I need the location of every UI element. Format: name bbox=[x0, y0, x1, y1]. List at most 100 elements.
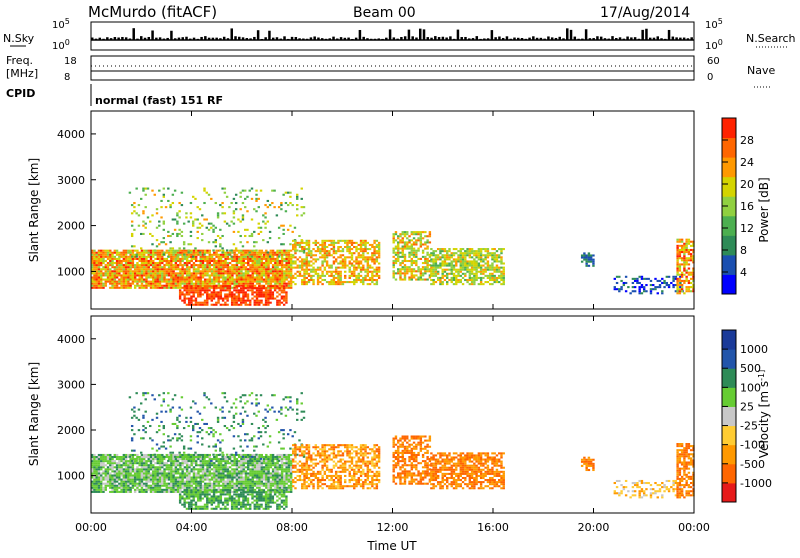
echo-cell bbox=[238, 479, 240, 481]
echo-cell bbox=[230, 249, 232, 251]
echo-cell bbox=[676, 292, 678, 294]
echo-cell bbox=[129, 487, 131, 489]
echo-cell bbox=[269, 204, 271, 206]
echo-cell bbox=[217, 293, 219, 295]
echo-cell bbox=[163, 264, 165, 266]
echo-cell bbox=[480, 283, 482, 285]
echo-cell bbox=[319, 250, 321, 252]
echo-cell bbox=[330, 248, 332, 250]
echo-cell bbox=[125, 489, 127, 491]
echo-cell bbox=[148, 460, 150, 462]
echo-cell bbox=[220, 477, 222, 479]
echo-cell bbox=[100, 462, 102, 464]
nsky-bar bbox=[166, 38, 169, 40]
echo-cell bbox=[116, 468, 118, 470]
echo-cell bbox=[134, 279, 136, 281]
echo-cell bbox=[193, 462, 195, 464]
echo-cell bbox=[406, 260, 408, 262]
echo-cell bbox=[143, 256, 145, 258]
echo-cell bbox=[276, 251, 278, 253]
echo-cell bbox=[676, 268, 678, 270]
echo-cell bbox=[324, 240, 326, 242]
echo-cell bbox=[335, 252, 337, 254]
echo-cell bbox=[190, 272, 192, 274]
echo-cell bbox=[129, 283, 131, 285]
echo-cell bbox=[118, 256, 120, 258]
echo-cell bbox=[209, 258, 211, 260]
echo-cell bbox=[154, 194, 156, 196]
echo-cell bbox=[360, 271, 362, 273]
echo-cell bbox=[177, 472, 179, 474]
echo-cell bbox=[663, 280, 665, 282]
echo-cell bbox=[395, 231, 397, 233]
nsky-bar bbox=[419, 29, 422, 40]
echo-cell bbox=[489, 265, 491, 267]
echo-cell bbox=[105, 470, 107, 472]
echo-cell bbox=[159, 260, 161, 262]
echo-cell bbox=[125, 456, 127, 458]
echo-cell bbox=[455, 269, 457, 271]
echo-cell bbox=[193, 295, 195, 297]
echo-cell bbox=[360, 267, 362, 269]
echo-cell bbox=[281, 266, 283, 268]
echo-cell bbox=[444, 265, 446, 267]
echo-cell bbox=[616, 276, 618, 278]
echo-cell bbox=[145, 474, 147, 476]
echo-cell bbox=[315, 242, 317, 244]
echo-cell bbox=[462, 277, 464, 279]
echo-cell bbox=[100, 479, 102, 481]
echo-cell bbox=[270, 283, 272, 285]
echo-cell bbox=[150, 254, 152, 256]
echo-cell bbox=[152, 479, 154, 481]
echo-cell bbox=[681, 245, 683, 247]
echo-cell bbox=[133, 202, 135, 204]
echo-cell bbox=[195, 298, 197, 300]
echo-cell bbox=[132, 260, 134, 262]
cpid-value: normal (fast) 151 RF bbox=[95, 94, 223, 107]
echo-cell bbox=[238, 289, 240, 291]
echo-cell bbox=[238, 268, 240, 270]
echo-cell bbox=[484, 250, 486, 252]
echo-cell bbox=[349, 277, 351, 279]
echo-cell bbox=[294, 244, 296, 246]
echo-cell bbox=[441, 254, 443, 256]
echo-cell bbox=[192, 223, 194, 225]
echo-cell bbox=[256, 268, 258, 270]
echo-cell bbox=[212, 229, 214, 231]
echo-cell bbox=[206, 192, 208, 194]
echo-cell bbox=[355, 262, 357, 264]
echo-cell bbox=[415, 250, 417, 252]
echo-cell bbox=[455, 275, 457, 277]
echo-cell bbox=[258, 287, 260, 289]
echo-cell bbox=[148, 466, 150, 468]
nsky-bar bbox=[430, 38, 433, 40]
echo-cell bbox=[360, 250, 362, 252]
echo-cell bbox=[143, 268, 145, 270]
echo-cell bbox=[116, 276, 118, 278]
echo-cell bbox=[220, 256, 222, 258]
echo-cell bbox=[614, 288, 616, 290]
echo-cell bbox=[230, 256, 232, 258]
nsky-bar bbox=[442, 37, 445, 40]
echo-cell bbox=[233, 300, 235, 302]
echo-cell bbox=[193, 252, 195, 254]
echo-cell bbox=[475, 269, 477, 271]
echo-cell bbox=[243, 256, 245, 258]
echo-cell bbox=[204, 289, 206, 291]
echo-cell bbox=[240, 300, 242, 302]
nsky-bar bbox=[151, 30, 154, 40]
echo-cell bbox=[193, 479, 195, 481]
echo-cell bbox=[177, 266, 179, 268]
echo-cell bbox=[118, 287, 120, 289]
echo-cell bbox=[408, 266, 410, 268]
echo-cell bbox=[218, 270, 220, 272]
echo-cell bbox=[641, 278, 643, 280]
echo-cell bbox=[339, 246, 341, 248]
echo-cell bbox=[265, 254, 267, 256]
echo-cell bbox=[417, 266, 419, 268]
echo-cell bbox=[116, 462, 118, 464]
echo-cell bbox=[413, 256, 415, 258]
echo-cell bbox=[324, 244, 326, 246]
echo-cell bbox=[679, 249, 681, 251]
echo-cell bbox=[213, 458, 215, 460]
